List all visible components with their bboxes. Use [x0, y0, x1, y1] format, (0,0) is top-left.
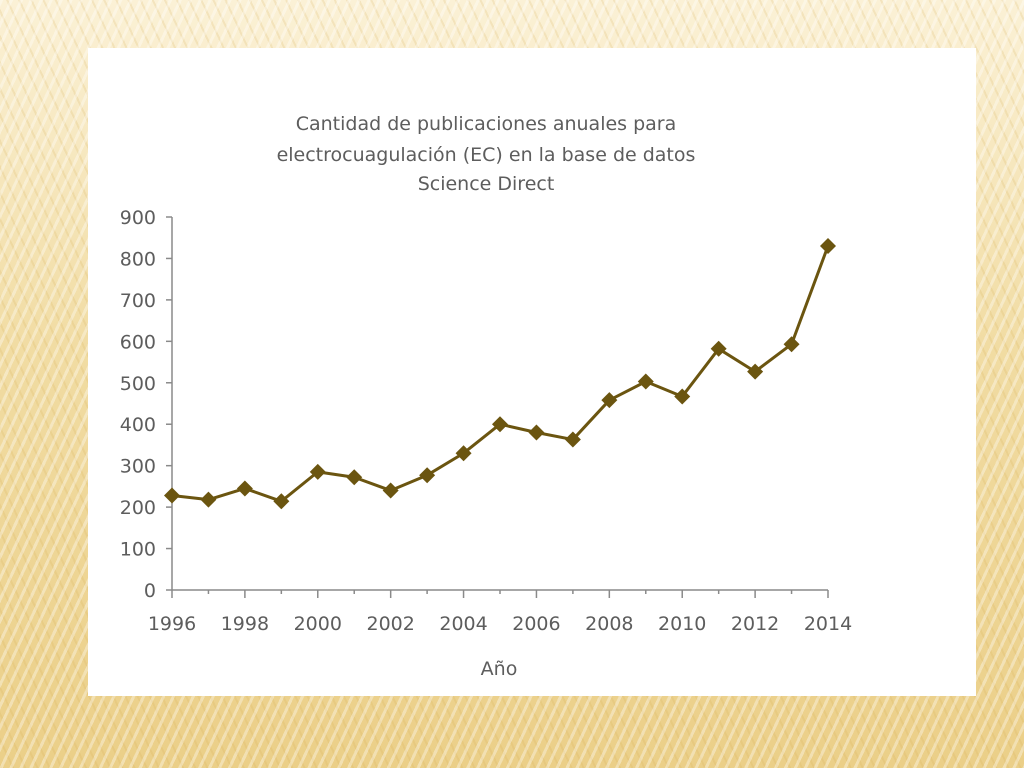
chart-title-line-1: Cantidad de publicaciones anuales para [296, 113, 677, 135]
data-point [674, 388, 691, 405]
x-tick-label: 1996 [148, 613, 196, 635]
data-point [273, 493, 290, 510]
data-point [783, 336, 800, 353]
y-tick-label: 100 [120, 539, 156, 561]
y-tick-label: 600 [120, 331, 156, 353]
data-point [820, 238, 836, 255]
x-tick-label: 2010 [658, 613, 706, 635]
x-axis: 1996 1998 2000 2002 2004 2006 2008 2010 2012 2014 [148, 589, 852, 635]
x-axis-label: Año [481, 658, 518, 680]
slide-panel: Cantidad de publicaciones anuales para e… [88, 48, 976, 696]
x-tick-label: 2004 [439, 613, 487, 635]
data-point [528, 424, 545, 441]
x-tick-label: 2012 [731, 613, 779, 635]
y-tick-label: 400 [120, 414, 156, 436]
y-tick-label: 700 [120, 290, 156, 312]
y-tick-label: 800 [120, 248, 156, 270]
data-point [236, 480, 253, 497]
data-point [309, 463, 326, 480]
data-point [200, 491, 217, 508]
data-point [747, 363, 764, 380]
data-point [419, 467, 436, 484]
data-point [564, 431, 581, 448]
y-tick-label: 900 [120, 207, 156, 229]
data-point [346, 469, 363, 486]
data-point [455, 445, 472, 462]
data-point [601, 392, 618, 409]
data-point [492, 416, 508, 433]
x-tick-label: 2000 [294, 613, 342, 635]
x-tick-label: 2002 [366, 613, 414, 635]
x-tick-label: 1998 [221, 613, 269, 635]
line-chart: Cantidad de publicaciones anuales para e… [120, 113, 852, 680]
y-tick-label: 0 [144, 580, 156, 602]
y-tick-label: 200 [120, 497, 156, 519]
chart-title-line-3: Science Direct [418, 173, 555, 195]
x-tick-label: 2014 [804, 613, 852, 635]
data-point [164, 487, 180, 504]
x-tick-label: 2008 [585, 613, 633, 635]
data-series [164, 238, 836, 510]
data-point [710, 340, 727, 357]
data-point [382, 482, 399, 499]
data-point [637, 373, 654, 390]
y-tick-label: 500 [120, 373, 156, 395]
x-tick-label: 2006 [512, 613, 560, 635]
y-tick-label: 300 [120, 456, 156, 478]
series-line [171, 245, 830, 503]
chart-title-line-2: electrocuagulación (EC) en la base de da… [277, 144, 696, 166]
chart-title: Cantidad de publicaciones anuales para e… [277, 113, 696, 195]
y-axis: 0 100 200 300 400 500 600 700 800 900 [120, 207, 173, 602]
